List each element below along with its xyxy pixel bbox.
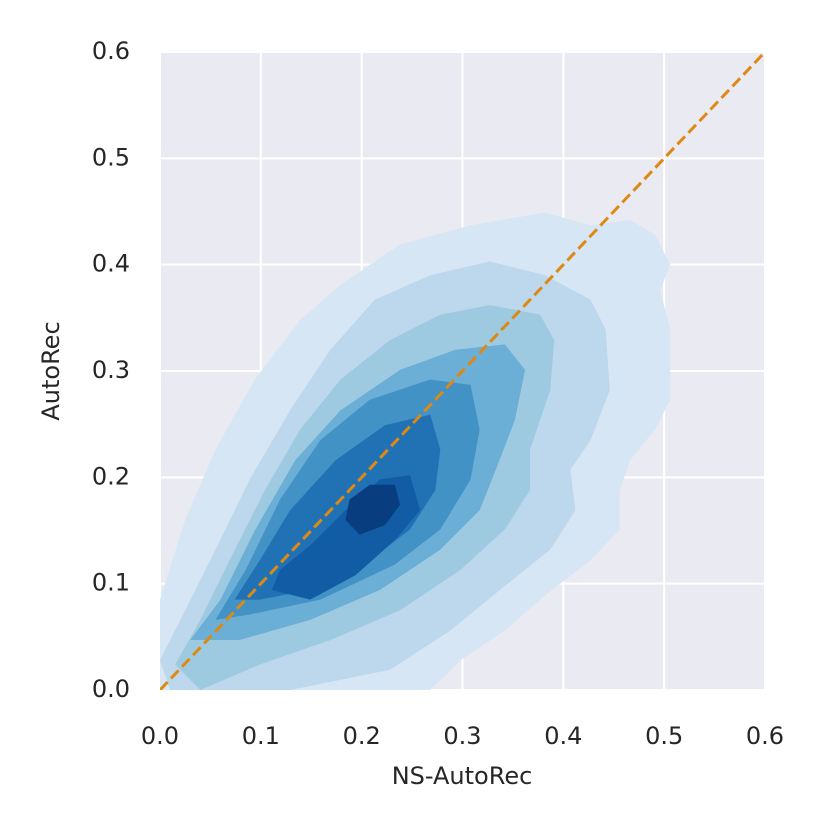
y-tick-label: 0.6 [92,37,130,65]
y-tick-label: 0.1 [92,569,130,597]
density-contour [234,414,441,600]
x-tick-label: 0.5 [645,722,683,750]
y-tick-label: 0.3 [92,356,130,384]
x-tick-label: 0.1 [242,722,280,750]
x-tick-label: 0.0 [141,722,179,750]
x-axis-title: NS-AutoRec [392,762,533,790]
x-tick-label: 0.6 [746,722,784,750]
x-tick-label: 0.4 [544,722,582,750]
y-tick-label: 0.5 [92,143,130,171]
y-tick-label: 0.2 [92,462,130,490]
y-axis-title: AutoRec [37,321,65,420]
x-tick-label: 0.3 [443,722,481,750]
reference-line [160,52,765,690]
y-tick-label: 0.4 [92,250,130,278]
density-contour [345,484,400,535]
x-tick-label: 0.2 [343,722,381,750]
y-tick-label: 0.0 [92,675,130,703]
